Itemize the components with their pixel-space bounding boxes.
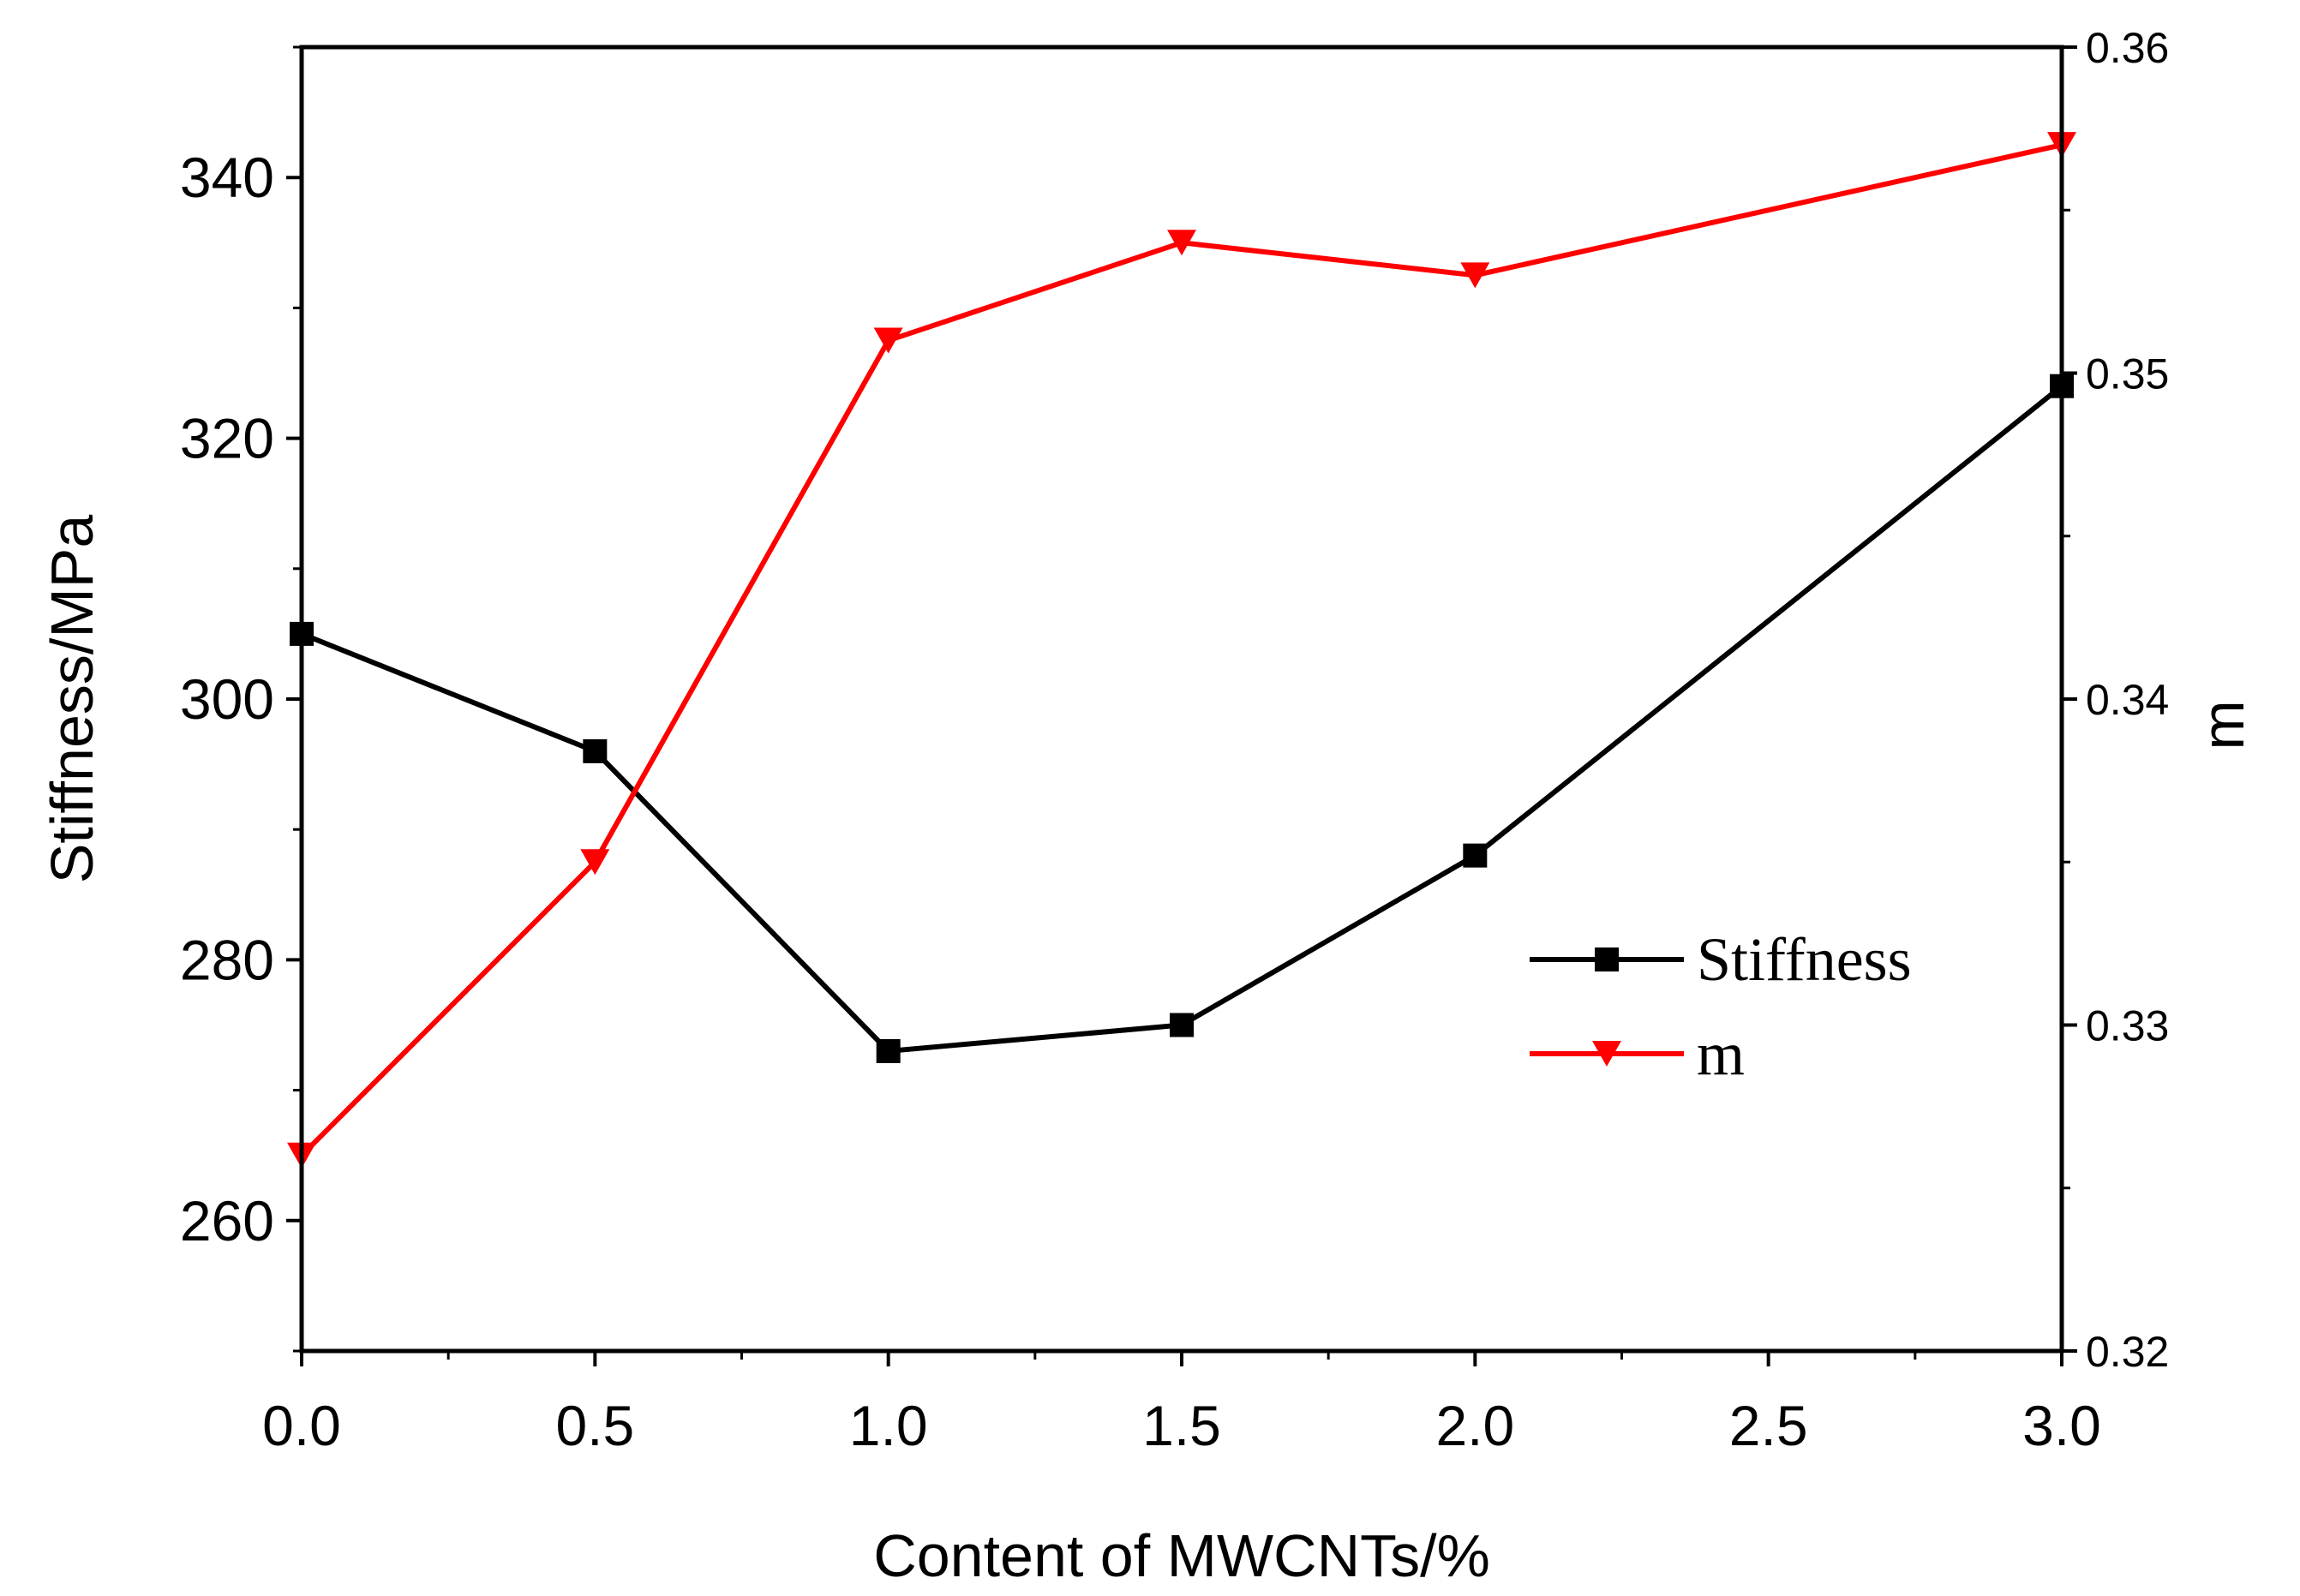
y-axis-left-title: Stiffness/MPa <box>39 515 105 884</box>
legend-label-stiffness: Stiffness <box>1697 925 1912 994</box>
plot-axes: 0.0 0.5 1.0 1.5 2.0 2.5 3.0 260 280 300 320 340 0.32… <box>180 24 2169 1457</box>
plot-series <box>287 132 2076 1169</box>
x-tick-label: 3.0 <box>2022 1394 2101 1457</box>
y-right-tick-label: 0.33 <box>2086 1002 2169 1050</box>
legend: Stiffness m <box>1530 925 1912 1088</box>
y-right-tick-label: 0.35 <box>2086 350 2169 398</box>
y-right-tick-label: 0.34 <box>2086 676 2169 724</box>
legend-label-m: m <box>1697 1019 1745 1088</box>
x-tick-label: 0.0 <box>262 1394 341 1457</box>
x-axis-title: Content of MWCNTs/% <box>873 1522 1490 1589</box>
x-tick-label: 2.5 <box>1729 1394 1808 1457</box>
y-left-tick-label: 340 <box>180 146 274 209</box>
y-right-tick-label: 0.32 <box>2086 1328 2169 1376</box>
x-tick-label: 1.5 <box>1142 1394 1221 1457</box>
x-tick-label: 2.0 <box>1435 1394 1514 1457</box>
y-left-tick-label: 320 <box>180 407 274 470</box>
data-point-stiffness <box>583 738 608 763</box>
series-line-m <box>299 142 2063 1157</box>
data-point-m <box>580 849 610 876</box>
data-point-m <box>1167 230 1196 256</box>
y-left-tick-label: 300 <box>180 667 274 731</box>
data-point-stiffness <box>1170 1013 1194 1037</box>
data-point-stiffness <box>1463 843 1488 868</box>
series-line-stiffness <box>300 384 2063 1055</box>
data-point-stiffness <box>876 1038 901 1063</box>
y-left-tick-label: 260 <box>180 1189 274 1252</box>
y-axis-right-title: m <box>2189 700 2256 750</box>
x-tick-label: 1.0 <box>849 1394 928 1457</box>
axis-titles: Content of MWCNTs/% Stiffness/MPa m <box>39 515 2256 1589</box>
x-tick-label: 0.5 <box>555 1394 634 1457</box>
y-right-tick-label: 0.36 <box>2086 24 2169 72</box>
data-point-m <box>1460 262 1490 289</box>
data-point-m <box>873 327 903 354</box>
y-left-tick-label: 280 <box>180 928 274 991</box>
legend-marker-m <box>1592 1041 1621 1067</box>
legend-marker-stiffness <box>1595 947 1619 971</box>
